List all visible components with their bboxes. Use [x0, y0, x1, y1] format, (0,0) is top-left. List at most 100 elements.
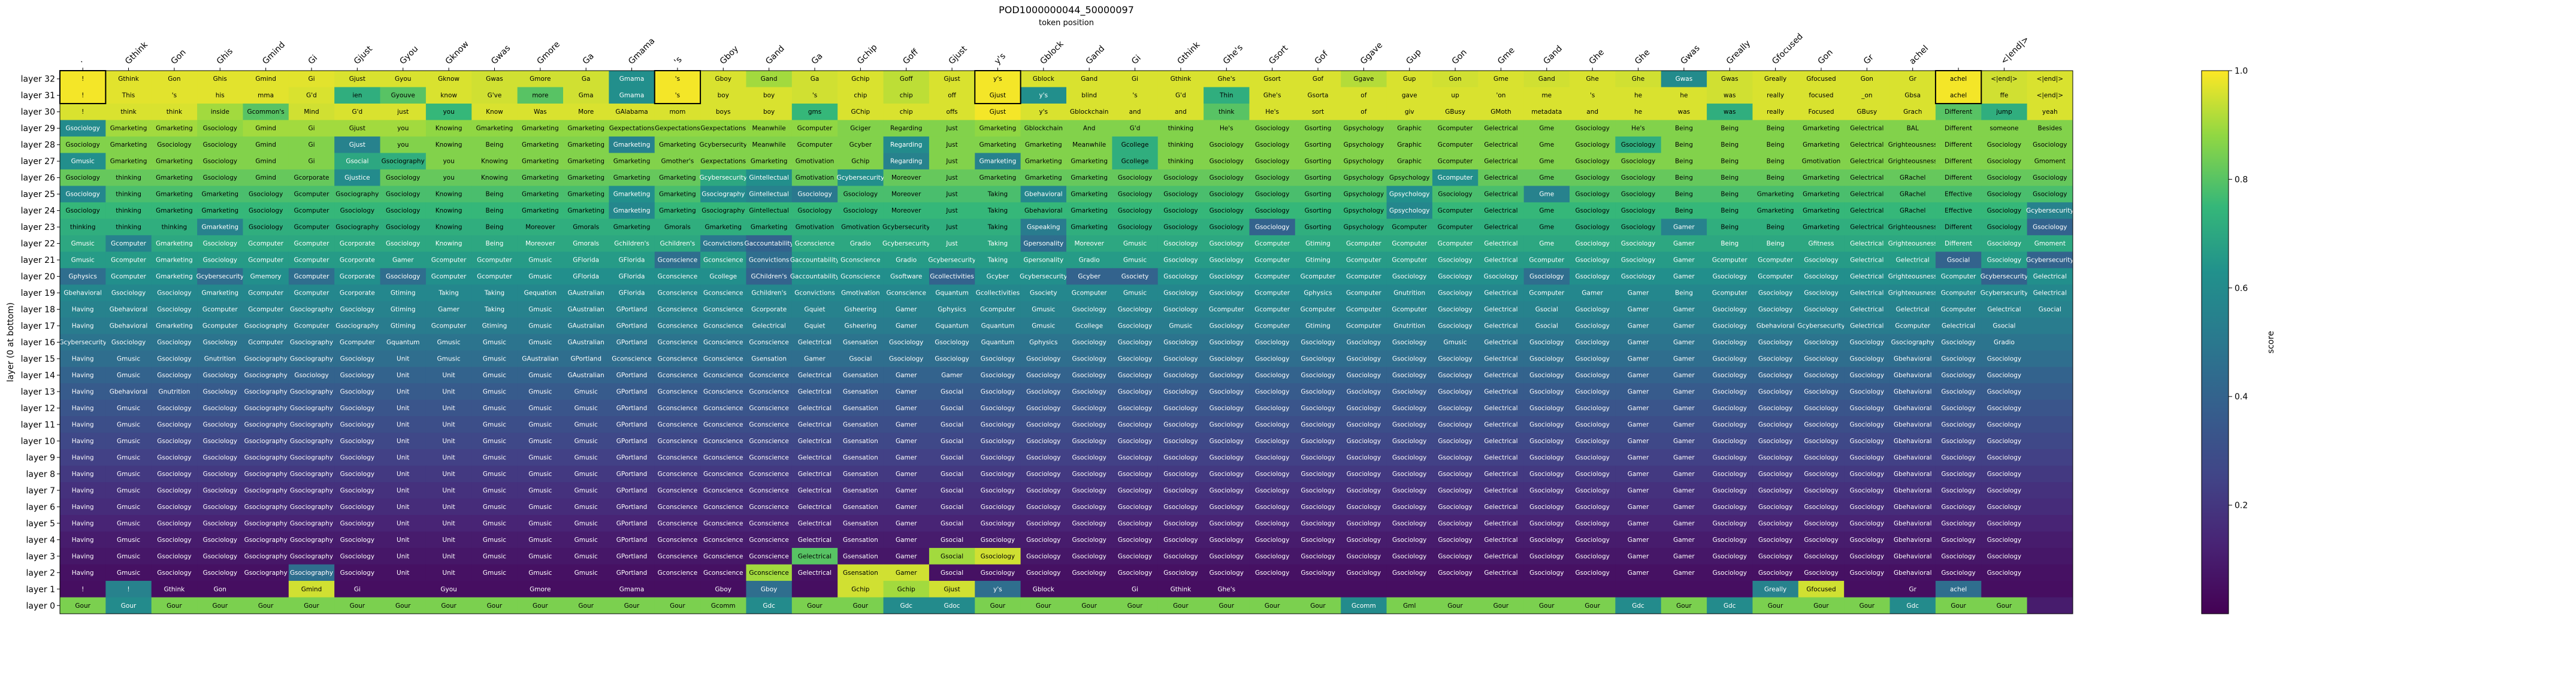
cell-label: Gsociology — [1850, 438, 1884, 445]
cell-label: Gamer — [1673, 273, 1695, 280]
cell-label: Knowing — [436, 224, 462, 231]
cell-label: Gcomputer — [340, 339, 375, 346]
cell-label: Gsociology — [1575, 125, 1609, 132]
cell-label: Being — [1675, 191, 1693, 198]
cell-label: Gmarketing — [613, 191, 651, 198]
cell-label: Gsociography — [290, 438, 333, 445]
cell-label: Gmusic — [528, 537, 552, 544]
cell-label: Gconscience — [658, 504, 698, 511]
heatmap-cell — [700, 202, 746, 219]
cell-label: Gsociology — [1118, 421, 1152, 428]
cell-label: Gsociology — [1850, 471, 1884, 478]
heatmap-cell — [1844, 186, 1891, 203]
heatmap-cell — [1615, 235, 1662, 252]
cell-label: ! — [127, 586, 129, 593]
cell-label: Gmarketing — [522, 141, 559, 149]
cell-label: Gsociology — [1118, 372, 1152, 379]
cell-label: Gelectrical — [1484, 323, 1517, 330]
cell-label: Taking — [987, 240, 1008, 247]
heatmap-cell — [1981, 136, 2028, 153]
cell-label: Gsociology — [1163, 240, 1198, 247]
cell-label: Gcomputer — [1392, 224, 1427, 231]
cell-label: Gsociology — [1529, 405, 1564, 412]
cell-label: Gsociology — [1072, 388, 1106, 395]
heatmap-cell — [197, 120, 243, 137]
cell-label: Gsociology — [1621, 191, 1655, 198]
cell-label: Gbehavioral — [1894, 372, 1932, 379]
cell-label: Gsociology — [1804, 487, 1838, 494]
cell-label: Gour — [670, 602, 685, 610]
cell-label: Gsociology — [340, 520, 374, 527]
cell-label: Gcomputer — [294, 290, 329, 297]
cell-label: He's — [1265, 108, 1279, 116]
cell-label: Gcomputer — [797, 141, 833, 149]
cell-label: offs — [947, 108, 958, 116]
cell-label: Gblock — [1033, 75, 1055, 83]
cell-label: Gcomputer — [1254, 290, 1290, 297]
heatmap-cell — [1981, 153, 2028, 170]
cell-label: Gsociology — [1255, 174, 1289, 181]
heatmap-cell — [517, 219, 564, 236]
cell-label: Gsocial — [941, 421, 963, 428]
cell-label: Gcomputer — [294, 224, 329, 231]
x-tick-label: Ghis — [215, 47, 235, 66]
cell-label: Having — [72, 355, 94, 362]
cell-label: Gsensation — [843, 454, 878, 461]
cell-label: Gelectrical — [798, 388, 832, 395]
cell-label: Gmusic — [71, 240, 95, 247]
cell-label: Gsociology — [1438, 537, 1472, 544]
cell-label: Gsociology — [1163, 290, 1198, 297]
cell-label: Gmotivation — [841, 290, 880, 297]
heatmap-cell — [334, 169, 381, 186]
heatmap-cell — [929, 136, 975, 153]
heatmap-cell — [471, 219, 518, 236]
colorbar-tick-label: 0.4 — [2235, 392, 2248, 402]
cell-label: Gbehavioral — [64, 290, 102, 297]
cell-label: Gcybersecurity — [1981, 273, 2028, 280]
cell-label: Gsociology — [1575, 454, 1609, 461]
cell-label: Gsociology — [1987, 569, 2021, 577]
cell-label: Gsociology — [1210, 372, 1244, 379]
cell-label: Gsociology — [1758, 504, 1792, 511]
cell-label: Gwas — [486, 75, 503, 83]
cell-label: Gamer — [1673, 388, 1695, 395]
cell-label: Gsociology — [1072, 487, 1106, 494]
heatmap-cell — [1570, 219, 1616, 236]
cell-label: Gme — [1539, 224, 1554, 231]
cell-label: Gsociology — [1163, 471, 1198, 478]
cell-label: Gcyber — [987, 273, 1009, 280]
cell-label: Gcomputer — [248, 240, 283, 247]
cell-label: Gmorals — [573, 240, 599, 247]
cell-label: Gsociology — [1575, 257, 1609, 264]
cell-label: Gsociology — [1210, 240, 1244, 247]
cell-label: Focused — [1808, 108, 1834, 116]
cell-label: Gamer — [1673, 323, 1695, 330]
cell-label: boy — [763, 108, 775, 116]
cell-label: Gpsychology — [1344, 224, 1384, 231]
cell-label: Gsociology — [1118, 207, 1152, 214]
y-tick-label: layer 32 — [21, 75, 55, 84]
cell-label: Gmarketing — [659, 174, 696, 181]
cell-label: Gsociology — [1210, 224, 1244, 231]
cell-label: Gsociography — [382, 158, 425, 165]
heatmap-cell — [1204, 202, 1250, 219]
cell-label: GChip — [851, 108, 870, 116]
heatmap-cell — [1157, 120, 1204, 137]
cell-label: Being — [1675, 290, 1693, 297]
cell-label: Gsociology — [1941, 454, 1975, 461]
heatmap-cell — [563, 120, 609, 137]
heatmap-cell — [380, 136, 427, 153]
heatmap-cell — [288, 235, 335, 252]
cell-label: Gamer — [896, 421, 917, 428]
cell-label: Having — [72, 306, 94, 313]
cell-label: Unit — [442, 438, 455, 445]
cell-label: Gmusic — [117, 487, 140, 494]
cell-label: Gcorporate — [294, 174, 329, 181]
cell-label: _on — [1861, 92, 1872, 99]
heatmap-cell — [1341, 202, 1387, 219]
cell-label: y's — [993, 75, 1002, 83]
heatmap-cell — [1615, 202, 1662, 219]
cell-label: Gsocial — [941, 405, 963, 412]
cell-label: Gbehavioral — [1024, 207, 1063, 214]
cell-label: Gsociology — [1758, 553, 1792, 560]
